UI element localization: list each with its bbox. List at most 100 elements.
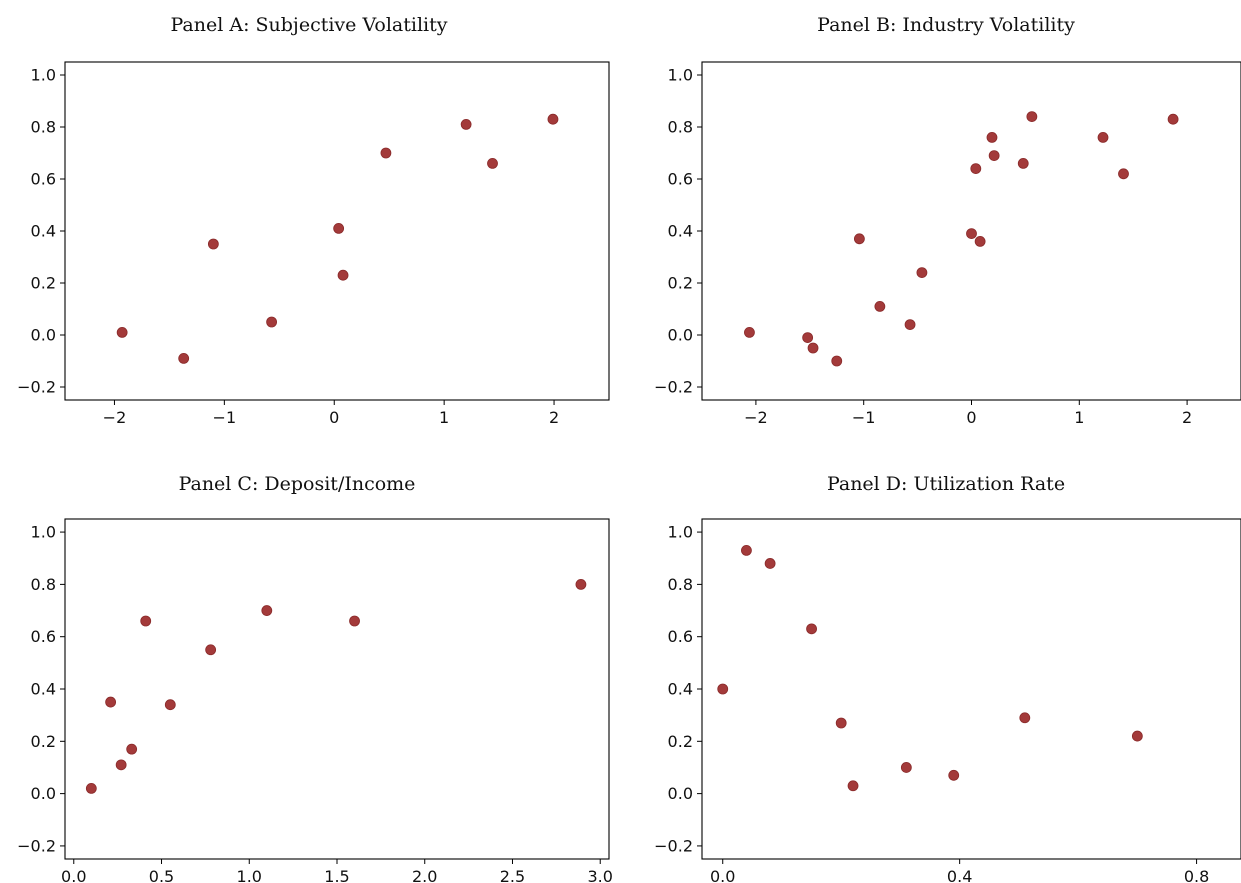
- panel-b-data-point: [874, 300, 886, 312]
- panel-d-data-point: [741, 544, 752, 556]
- panel-a: Panel A: Subjective Volatility −0.2 0.0 0.…: [17, 14, 610, 427]
- panel-a-data-point: [207, 238, 219, 250]
- panel-d-data-point: [1131, 730, 1143, 742]
- panel-c-ytick-label: −0.2: [17, 836, 56, 855]
- panel-b-plot: −0.2 0.0 0.2 0.4 0.6 0.8 1.0 −2 −1 0 1 2: [654, 61, 1241, 427]
- panel-b-ytick-label: 0.6: [668, 170, 693, 189]
- panel-c-data-point: [261, 605, 273, 616]
- panel-a-ytick-label: 0.8: [31, 118, 56, 137]
- panel-a-ytick-label: 0.0: [31, 326, 56, 345]
- panel-a-data-point: [460, 119, 472, 130]
- panel-b-data-point: [988, 150, 1000, 162]
- panel-b: Panel B: Industry Volatility −0.2 0.0 0.2 0…: [654, 14, 1241, 427]
- panel-b-data-point: [1017, 157, 1029, 169]
- panel-a-ytick-label: 0.4: [31, 222, 56, 241]
- panel-d-data-point: [806, 623, 817, 635]
- panel-b-ytick-label: 0.0: [668, 326, 693, 345]
- panel-d-data-point: [764, 558, 776, 569]
- panel-c-axes-frame: [64, 518, 610, 860]
- panel-a-ytick-label: 0.2: [31, 274, 56, 293]
- panel-d-data-point: [900, 762, 912, 773]
- panel-b-data-point: [1167, 113, 1179, 125]
- panel-c-ytick-label: 0.2: [31, 732, 56, 751]
- panel-a-ytick-label: −0.2: [17, 378, 56, 397]
- panel-c-data-point: [205, 644, 217, 656]
- panel-d-plot: −0.2 0.0 0.2 0.4 0.6 0.8 1.0 0.0 0.4 0.8: [654, 518, 1241, 883]
- panel-b-data-point: [831, 355, 843, 367]
- panel-b-data-point: [916, 267, 928, 279]
- panel-c-xtick-label: 2.0: [412, 867, 437, 883]
- panel-a-xtick-label: 0: [329, 408, 339, 427]
- panel-c-data-point: [126, 743, 138, 755]
- panel-a-data-point: [178, 352, 190, 364]
- panel-b-data-point: [744, 326, 755, 338]
- panel-c-xtick-label: 2.5: [500, 867, 525, 883]
- panel-a-title: Panel A: Subjective Volatility: [171, 14, 448, 36]
- panel-b-xtick-label: 2: [1182, 408, 1192, 427]
- panel-b-data-point: [802, 332, 814, 344]
- panel-c-data-point: [115, 759, 127, 771]
- panel-d-ytick-label: 1.0: [668, 523, 693, 542]
- panel-b-ytick-label: 0.8: [668, 118, 693, 137]
- panel-d: Panel D: Utilization Rate −0.2 0.0 0.2 0.4 0…: [654, 473, 1241, 883]
- panel-b-data-point: [986, 131, 998, 143]
- panel-b-ytick-label: −0.2: [654, 378, 693, 397]
- panel-b-xtick-label: 1: [1074, 408, 1084, 427]
- panel-c-ytick-label: 0.0: [31, 784, 56, 803]
- panel-d-ytick-label: 0.0: [668, 784, 693, 803]
- panel-c-data-point: [140, 615, 152, 627]
- panel-c-title: Panel C: Deposit/Income: [179, 473, 416, 495]
- panel-a-xtick-label: −1: [213, 408, 237, 427]
- panel-b-ytick-label: 0.2: [668, 274, 693, 293]
- panel-d-xtick-label: 0.0: [710, 867, 735, 883]
- panel-d-data-point: [847, 780, 859, 792]
- panel-a-data-point: [547, 113, 559, 125]
- panel-b-data-point: [1097, 131, 1109, 143]
- panel-b-data-point: [853, 233, 865, 245]
- panel-a-xtick-label: 1: [439, 408, 449, 427]
- panel-c-xtick-label: 1.0: [237, 867, 262, 883]
- panel-b-data-point: [970, 163, 982, 175]
- panel-a-data-point: [487, 157, 498, 169]
- panel-b-xtick-label: 0: [966, 408, 976, 427]
- panel-a-data-point: [266, 316, 278, 328]
- panel-d-ytick-label: 0.2: [668, 732, 693, 751]
- panel-d-axes-frame: [701, 518, 1241, 860]
- panel-c-data-point: [164, 699, 176, 711]
- panel-a-ytick-label: 1.0: [31, 66, 56, 85]
- panel-a-data-point: [380, 147, 392, 159]
- panel-c-xtick-label: 0.5: [149, 867, 174, 883]
- panel-c: Panel C: Deposit/Income −0.2 0.0 0.2 0.4 0.6…: [17, 473, 613, 883]
- panel-d-data-point: [948, 769, 960, 781]
- panel-d-ytick-label: 0.4: [668, 680, 693, 699]
- panel-c-data-point: [85, 782, 97, 794]
- panel-d-data-point: [835, 717, 847, 729]
- panel-c-data-point: [105, 696, 117, 708]
- panel-c-ytick-label: 0.6: [31, 627, 56, 646]
- panel-b-data-point: [1026, 111, 1038, 122]
- panel-d-data-point: [717, 683, 729, 695]
- panel-c-data-point: [349, 615, 360, 627]
- panel-c-xtick-label: 1.5: [324, 867, 349, 883]
- panel-c-xtick-label: 0.0: [61, 867, 86, 883]
- panel-b-ytick-label: 0.4: [668, 222, 693, 241]
- panel-b-data-point: [904, 319, 916, 331]
- panel-b-data-point: [974, 235, 986, 247]
- panel-b-xtick-label: −1: [852, 408, 876, 427]
- panel-c-ytick-label: 0.4: [31, 680, 56, 699]
- panel-d-xtick-label: 0.8: [1184, 867, 1209, 883]
- panel-b-ytick-label: 1.0: [668, 66, 693, 85]
- panel-a-data-point: [337, 269, 349, 281]
- panel-a-data-point: [116, 326, 128, 338]
- panel-b-data-point: [1118, 168, 1129, 180]
- panel-c-xtick-label: 3.0: [587, 867, 612, 883]
- panel-b-data-point: [807, 342, 819, 354]
- panel-d-ytick-label: −0.2: [654, 836, 693, 855]
- panel-c-data-point: [575, 578, 587, 590]
- panel-c-ytick-label: 1.0: [31, 523, 56, 542]
- panel-a-xtick-label: 2: [549, 408, 559, 427]
- panel-d-data-point: [1019, 712, 1031, 724]
- panel-b-title: Panel B: Industry Volatility: [817, 14, 1075, 36]
- panel-a-ytick-label: 0.6: [31, 170, 56, 189]
